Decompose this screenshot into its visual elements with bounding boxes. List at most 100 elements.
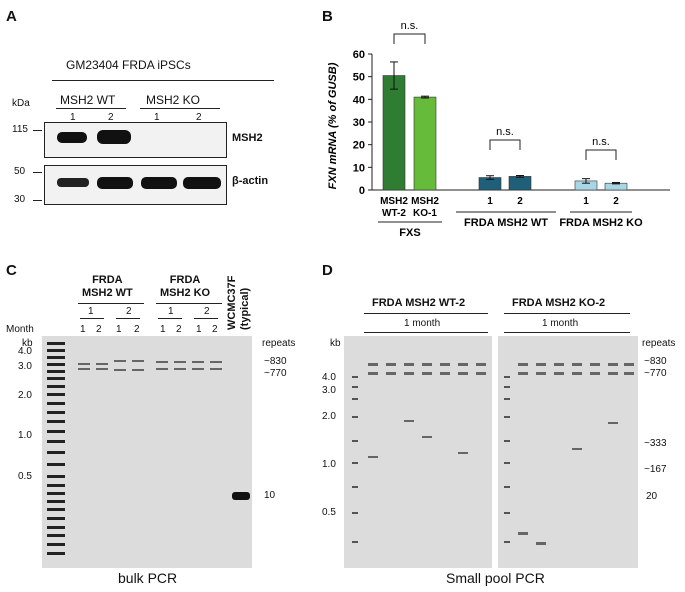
kb-tick: 1.0 — [18, 430, 32, 441]
x-tick-label: KO-1 — [413, 208, 437, 219]
x-tick-label: WT-2 — [382, 208, 406, 219]
lane-label: 1 — [196, 324, 202, 335]
group-label: FXS — [399, 227, 420, 239]
msh2-blot — [44, 122, 227, 158]
group-label: FRDA MSH2 WT — [464, 217, 548, 229]
x-tick-label: MSH2 — [380, 196, 408, 207]
kb-tick: 0.5 — [18, 471, 32, 482]
x-tick-label: 1 — [583, 196, 589, 207]
blot-band — [97, 177, 133, 189]
gel-lanes — [504, 363, 634, 545]
y-tick-label: 30 — [353, 117, 365, 129]
significance-bracket — [393, 33, 426, 44]
lane-label: 2 — [134, 324, 140, 335]
x-tick-label: MSH2 — [411, 196, 439, 207]
repeat-label: 20 — [646, 491, 658, 502]
lane-label: 1 — [160, 324, 166, 335]
panel-c-letter: C — [6, 262, 17, 279]
bar — [508, 176, 532, 191]
y-tick-label: 10 — [353, 162, 365, 174]
kb-tick: 3.0 — [18, 361, 32, 372]
x-tick-label: 2 — [517, 196, 523, 207]
month-label: 2 — [126, 306, 132, 317]
cell-line-bracket — [52, 80, 274, 81]
panel-d-letter: D — [322, 262, 333, 279]
lane-label: 1 — [80, 324, 86, 335]
y-tick-label: 50 — [353, 72, 365, 84]
month-bracket — [80, 318, 104, 319]
kb-label: kb — [22, 338, 33, 349]
time-bracket — [504, 332, 630, 333]
significance-bracket — [585, 149, 617, 160]
x-tick-label: 1 — [487, 196, 493, 207]
significance-bracket — [489, 139, 521, 150]
blot-band — [57, 132, 87, 143]
lane-label: 1 — [116, 324, 122, 335]
time-bracket — [364, 332, 488, 333]
repeat-label: ~167 — [644, 464, 667, 475]
gel-lanes — [352, 363, 486, 543]
lane-label: 2 — [108, 112, 114, 123]
kb-tick: 3.0 — [322, 385, 336, 396]
bar — [382, 75, 406, 191]
month-label: 1 — [88, 306, 94, 317]
y-tick-label: 60 — [353, 49, 365, 61]
chart-bars — [382, 61, 628, 191]
msh2-label: MSH2 — [232, 132, 263, 144]
control-label: WCMC37F (typical) — [226, 275, 251, 330]
kb-tick: 1.0 — [322, 459, 336, 470]
marker-tick — [33, 200, 42, 201]
repeat-label: ~333 — [644, 438, 667, 449]
blot-band — [57, 178, 89, 187]
repeat-label: ~830 — [264, 356, 287, 367]
group-wt-label: MSH2 WT — [60, 93, 116, 107]
repeat-label: ~770 — [644, 368, 667, 379]
month-bracket — [158, 318, 182, 319]
y-tick-label: 0 — [359, 185, 365, 197]
repeat-label: ~770 — [264, 368, 287, 379]
small-pool-gel-wt — [344, 336, 492, 568]
cell-line-label: GM23404 FRDA iPSCs — [66, 58, 191, 72]
bulk-pcr-caption: bulk PCR — [118, 570, 178, 586]
blot-band — [183, 177, 221, 189]
title-bracket — [364, 313, 488, 314]
month-row-label: Month — [6, 324, 34, 335]
repeat-label: 10 — [264, 490, 276, 501]
bulk-pcr-gel — [42, 336, 252, 568]
lane-label: 2 — [212, 324, 218, 335]
significance-label: n.s. — [592, 136, 610, 148]
actin-blot — [44, 165, 227, 205]
actin-label: β-actin — [232, 175, 269, 187]
small-pool-caption: Small pool PCR — [446, 570, 545, 586]
marker-tick — [33, 172, 42, 173]
marker-label: 115 — [12, 124, 28, 135]
panel-a-letter: A — [6, 8, 17, 25]
chart-significance: n.s. n.s. n.s. — [393, 20, 617, 160]
kb-tick: 0.5 — [322, 507, 336, 518]
group-bracket — [78, 303, 144, 304]
group-ko-label: MSH2 KO — [146, 93, 201, 107]
wt-bracket — [56, 108, 126, 109]
x-tick-label: 2 — [613, 196, 619, 207]
group-label: FRDA MSH2 WT — [82, 274, 133, 299]
lane-label: 2 — [196, 112, 202, 123]
significance-label: n.s. — [401, 20, 419, 32]
ko-bracket — [140, 108, 220, 109]
repeat-label: ~830 — [644, 356, 667, 367]
lane-label: 2 — [96, 324, 102, 335]
lane-label: 1 — [154, 112, 160, 123]
title-bracket — [504, 313, 630, 314]
left-title: FRDA MSH2 WT-2 — [372, 297, 466, 309]
kda-label: kDa — [12, 98, 30, 109]
month-label: 1 — [168, 306, 174, 317]
group-label: FRDA MSH2 KO — [160, 274, 211, 299]
kb-tick: 2.0 — [322, 411, 336, 422]
gel-lanes — [47, 342, 250, 555]
kb-label: kb — [330, 338, 341, 349]
month-bracket — [116, 318, 140, 319]
right-title: FRDA MSH2 KO-2 — [512, 297, 606, 309]
group-label: FRDA MSH2 KO — [559, 217, 643, 229]
month-label: 2 — [204, 306, 210, 317]
kb-tick: 4.0 — [322, 372, 336, 383]
